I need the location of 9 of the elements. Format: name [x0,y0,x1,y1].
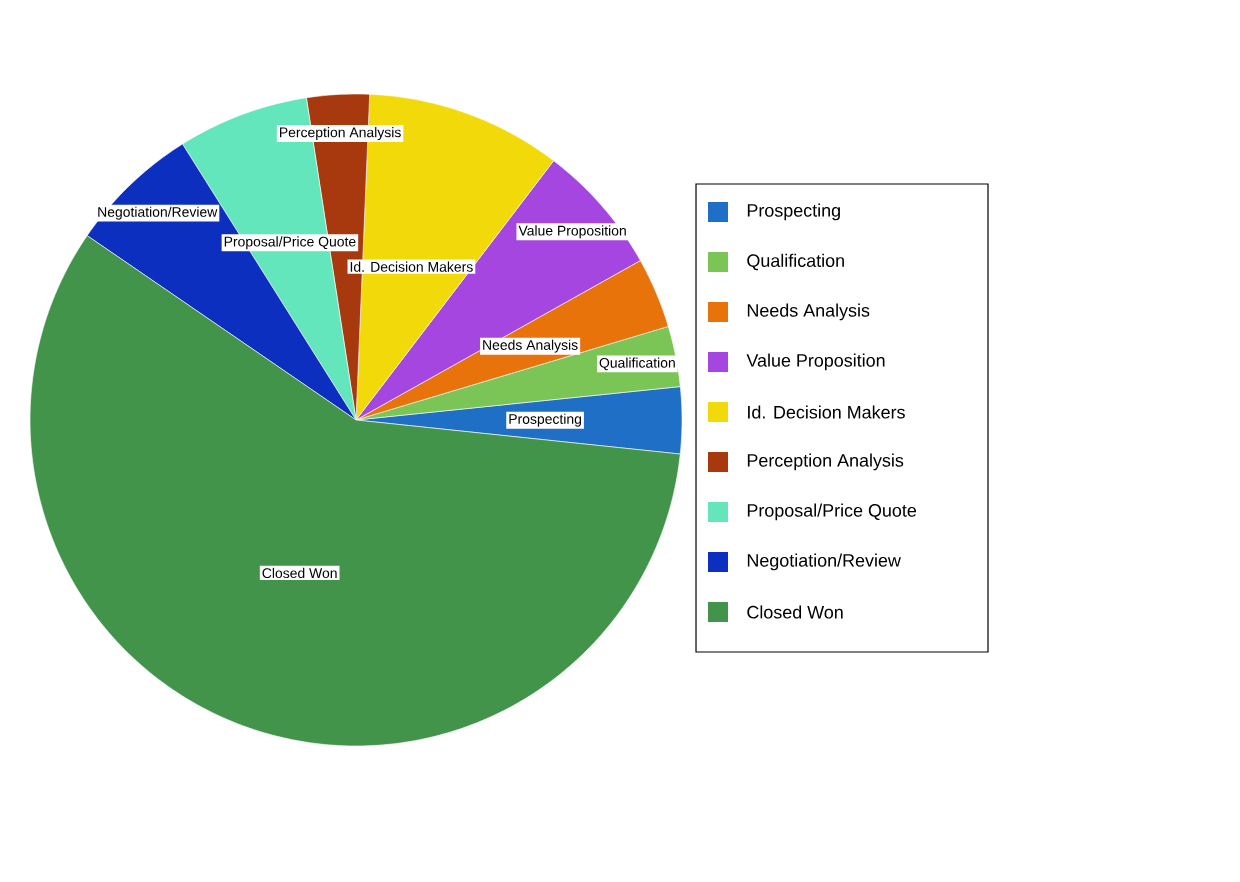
legend-label: Perception Analysis [747,453,904,471]
legend-label: Id. Decision Makers [748,405,905,419]
legend-label: Qualification [747,253,844,271]
legend-label: Needs Analysis [747,303,870,321]
legend-label: Prospecting [747,203,840,221]
legend-label: Value Proposition [746,353,885,371]
legend-label: Closed Won [747,605,843,619]
legend-label: Negotiation/Review [747,553,901,571]
legend-label: Proposal/Price Quote [747,503,917,521]
